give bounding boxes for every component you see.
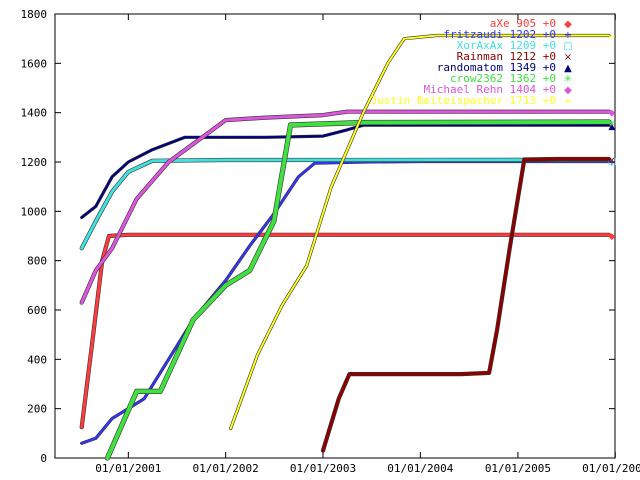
series-outline bbox=[320, 156, 612, 453]
series-line-4 bbox=[321, 157, 611, 453]
series-outline bbox=[79, 232, 612, 430]
legend-marker: + bbox=[564, 30, 572, 41]
y-tick-label: 200 bbox=[27, 403, 47, 416]
legend-label: Rainman 1212 +0 bbox=[457, 50, 556, 63]
y-axis: 0 200 400 600 800 1000 1200 1400 1600 1800 bbox=[21, 8, 615, 465]
y-tick-label: 1000 bbox=[21, 205, 48, 218]
x-tick-label: 01/01/2006 bbox=[582, 462, 640, 475]
y-tick-label: 400 bbox=[27, 353, 47, 366]
series-line-1 bbox=[80, 233, 611, 429]
series-line-3 bbox=[80, 158, 611, 250]
legend-marker: □ bbox=[563, 41, 572, 52]
x-tick-label: 01/01/2003 bbox=[290, 462, 356, 475]
series-end-marker: ▲ bbox=[608, 122, 615, 132]
y-tick-label: 1800 bbox=[21, 8, 48, 21]
series-end-marker: □ bbox=[608, 157, 617, 167]
legend-marker: ◆ bbox=[564, 85, 572, 96]
series-end-marker: + bbox=[608, 159, 616, 169]
series-line-7 bbox=[80, 110, 611, 305]
legend-label: fritzaudi 1202 +0 bbox=[443, 28, 556, 41]
series-outline bbox=[79, 109, 612, 305]
x-tick-label: 01/01/2004 bbox=[387, 462, 454, 475]
plot-area-frame bbox=[54, 13, 616, 459]
series-layer: ◆+□×▲✳◆+ bbox=[79, 32, 617, 461]
legend: aXe 905 +0 ◆ fritzaudi 1202 +0 + XorAxAx 120… bbox=[371, 17, 573, 107]
y-tick-label: 1200 bbox=[21, 156, 48, 169]
y-tick-label: 0 bbox=[40, 452, 47, 465]
y-tick-label: 600 bbox=[27, 304, 47, 317]
series-line-5 bbox=[80, 124, 610, 219]
series-end-marker: ✳ bbox=[608, 119, 616, 129]
series-line-6 bbox=[105, 120, 611, 460]
series-outline bbox=[80, 159, 611, 445]
legend-marker: ▲ bbox=[564, 63, 572, 74]
legend-marker: ◆ bbox=[564, 19, 572, 30]
series-end-marker: × bbox=[608, 156, 616, 166]
legend-label: crow2362 1362 +0 bbox=[450, 72, 556, 85]
y-tick-label: 1600 bbox=[21, 57, 48, 70]
x-tick-label: 01/01/2002 bbox=[193, 462, 259, 475]
x-tick-label: 01/01/2001 bbox=[95, 462, 161, 475]
y-tick-label: 800 bbox=[27, 255, 47, 268]
legend-label: XorAxAx 1209 +0 bbox=[457, 39, 556, 52]
legend-label: aXe 905 +0 bbox=[490, 17, 556, 30]
series-end-marker: ◆ bbox=[608, 109, 615, 119]
x-axis: 01/01/2001 01/01/2002 01/01/2003 01/01/2004… bbox=[95, 14, 640, 475]
series-line-2 bbox=[80, 160, 610, 445]
series-end-marker: + bbox=[608, 32, 616, 42]
series-outline bbox=[104, 119, 612, 461]
legend-label: Justin Beiteispacher 1713 +0 bbox=[371, 94, 556, 107]
legend-marker: ✳ bbox=[564, 74, 572, 85]
legend-marker: + bbox=[564, 96, 572, 107]
series-line-8 bbox=[229, 34, 610, 430]
series-end-marker: ◆ bbox=[608, 232, 615, 242]
legend-label: randomatom 1349 +0 bbox=[437, 61, 556, 74]
x-tick-label: 01/01/2005 bbox=[485, 462, 551, 475]
legend-marker: × bbox=[564, 52, 572, 63]
y-tick-label: 1400 bbox=[21, 107, 48, 120]
legend-label: Michael Rehn 1404 +0 bbox=[424, 83, 556, 96]
